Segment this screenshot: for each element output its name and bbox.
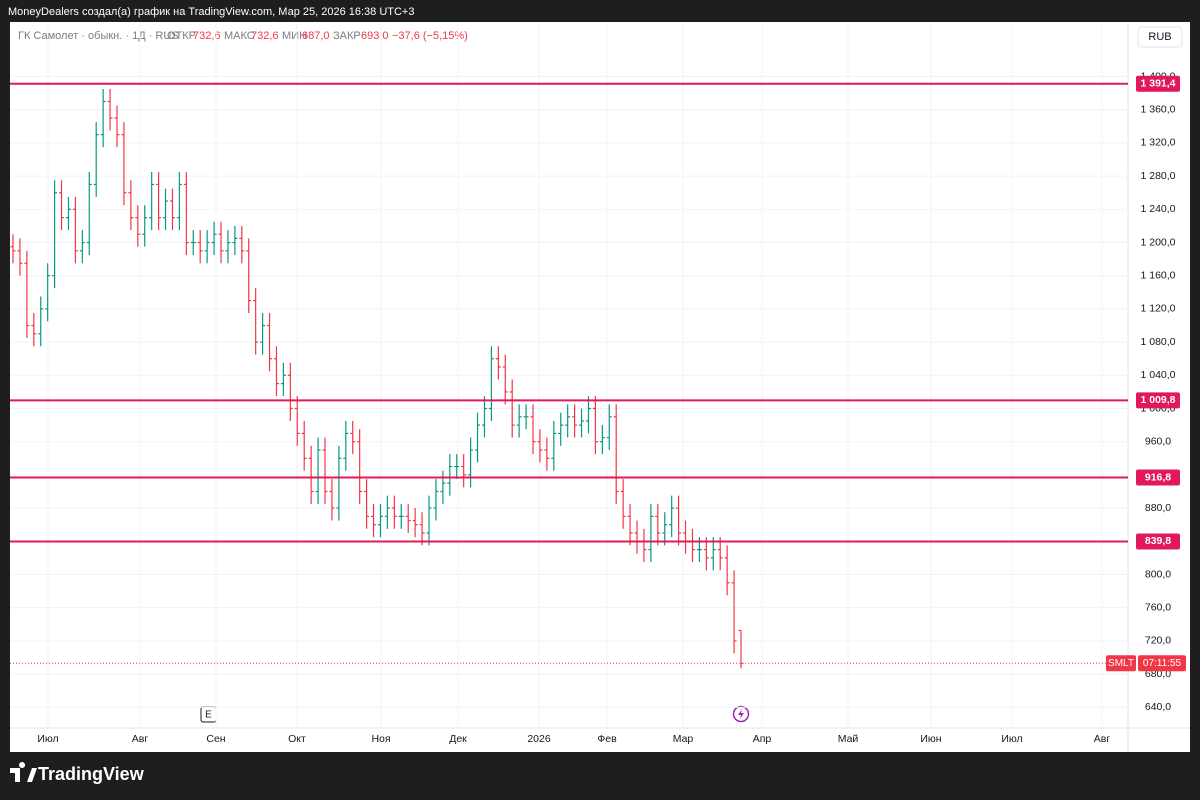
- x-tick-label: Ноя: [371, 733, 390, 745]
- x-tick-label: Мар: [673, 733, 694, 745]
- legend-close: 693,0: [361, 30, 389, 42]
- chart-area: [10, 22, 1190, 752]
- legend: ГК Самолет · обыкн. · 1Д · RUS ОТКР 732,…: [18, 30, 468, 42]
- y-tick-label: 760,0: [1145, 601, 1171, 613]
- event-label[interactable]: E: [205, 710, 212, 721]
- legend-change: −37,6 (−5,15%): [392, 30, 468, 42]
- y-tick-label: 1 200,0: [1140, 236, 1175, 248]
- symbol-box: [1106, 655, 1136, 672]
- y-tick-label: 1 120,0: [1140, 303, 1175, 315]
- level-label-box: [1136, 533, 1180, 550]
- x-tick-label: Июн: [920, 733, 941, 745]
- y-tick-label: 1 160,0: [1140, 270, 1175, 282]
- legend-high-label: МАКС: [224, 30, 255, 42]
- x-tick-label: Апр: [753, 733, 772, 745]
- y-tick-label: 960,0: [1145, 435, 1171, 447]
- level-label: 916,8: [1145, 471, 1171, 483]
- logo: [10, 762, 37, 782]
- currency[interactable]: RUB: [1148, 31, 1171, 43]
- x-tick-label: Май: [838, 733, 859, 745]
- level-label: 1 391,4: [1140, 77, 1175, 89]
- y-tick-label: 640,0: [1145, 701, 1171, 713]
- y-tick-label: 1 320,0: [1140, 137, 1175, 149]
- legend-low-label: МИН: [282, 30, 307, 42]
- legend-close-label: ЗАКР: [333, 30, 361, 42]
- x-tick-label: Июл: [1001, 733, 1022, 745]
- symbol-label: SMLT: [1108, 658, 1134, 669]
- brand: TradingView: [38, 764, 145, 784]
- y-tick-label: 1 080,0: [1140, 336, 1175, 348]
- y-tick-label: 880,0: [1145, 502, 1171, 514]
- currency-button[interactable]: [1137, 26, 1183, 48]
- x-tick-label: Сен: [206, 733, 225, 745]
- plot: 640,0680,0720,0760,0800,0840,0880,0920,0…: [10, 22, 1186, 745]
- y-tick-label: 1 040,0: [1140, 369, 1175, 381]
- y-tick-label: 1 240,0: [1140, 203, 1175, 215]
- legend-high: 732,6: [251, 30, 279, 42]
- logo-icon: [10, 762, 37, 782]
- y-tick-label: 1 280,0: [1140, 170, 1175, 182]
- x-tick-label: Июл: [37, 733, 58, 745]
- level-label-box: [1136, 75, 1180, 92]
- legend-low: 687,0: [302, 30, 330, 42]
- x-tick-label: 2026: [527, 733, 551, 745]
- level-label-box: [1136, 392, 1180, 409]
- y-tick-label: 800,0: [1145, 568, 1171, 580]
- header-title: MoneyDealers создал(а) график на Trading…: [8, 6, 414, 18]
- x-tick-label: Окт: [288, 733, 306, 745]
- x-tick-label: Авг: [1094, 733, 1111, 745]
- x-tick-label: Авг: [132, 733, 149, 745]
- level-label-box: [1136, 469, 1180, 486]
- legend-symbol: ГК Самолет · обыкн. · 1Д · RUS: [18, 30, 179, 42]
- level-label: 839,8: [1145, 535, 1171, 547]
- x-tick-label: Дек: [449, 733, 467, 745]
- lightning-icon: [738, 709, 744, 719]
- legend-open-label: ОТКР: [167, 30, 196, 42]
- level-label: 1 009,8: [1140, 394, 1175, 406]
- legend-open: 732,6: [193, 30, 221, 42]
- countdown-box: [1138, 655, 1186, 672]
- y-tick-label: 1 360,0: [1140, 104, 1175, 116]
- x-tick-label: Фев: [597, 733, 617, 745]
- countdown-label: 07:11:55: [1143, 658, 1182, 669]
- y-tick-label: 720,0: [1145, 635, 1171, 647]
